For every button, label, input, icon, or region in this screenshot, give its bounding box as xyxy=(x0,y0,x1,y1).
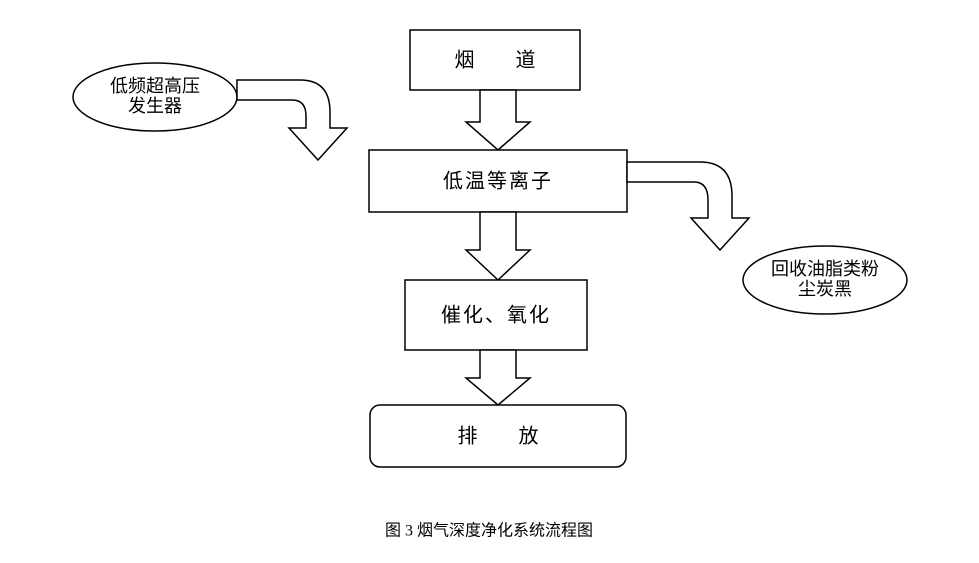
node-generator: 低频超高压 发生器 xyxy=(73,63,237,131)
node-emission: 排 放 xyxy=(370,405,626,467)
node-recovery-line2: 尘炭黑 xyxy=(798,279,852,299)
arrow-flue-to-plasma xyxy=(466,90,530,150)
node-catalysis-label: 催化、氧化 xyxy=(441,304,551,327)
node-catalysis: 催化、氧化 xyxy=(405,280,587,350)
arrow-catalysis-to-emission xyxy=(466,350,530,405)
node-generator-line1: 低频超高压 xyxy=(110,76,200,96)
node-flue: 烟 道 xyxy=(410,30,580,90)
arrow-plasma-to-catalysis xyxy=(466,212,530,280)
node-generator-line2: 发生器 xyxy=(128,96,182,116)
arrow-generator-to-plasma xyxy=(237,80,347,160)
node-flue-label: 烟 道 xyxy=(455,49,554,72)
diagram-caption: 图 3 烟气深度净化系统流程图 xyxy=(385,522,593,540)
node-plasma: 低温等离子 xyxy=(369,150,627,212)
node-recovery: 回收油脂类粉 尘炭黑 xyxy=(743,246,907,314)
node-plasma-label: 低温等离子 xyxy=(443,170,553,193)
arrow-plasma-to-recovery xyxy=(627,162,749,250)
node-emission-label: 排 放 xyxy=(458,425,557,448)
node-recovery-line1: 回收油脂类粉 xyxy=(771,259,879,279)
flowchart-canvas: 烟 道 低频超高压 发生器 低温等离子 回收油脂类粉 尘炭黑 催化、氧化 xyxy=(0,0,979,563)
